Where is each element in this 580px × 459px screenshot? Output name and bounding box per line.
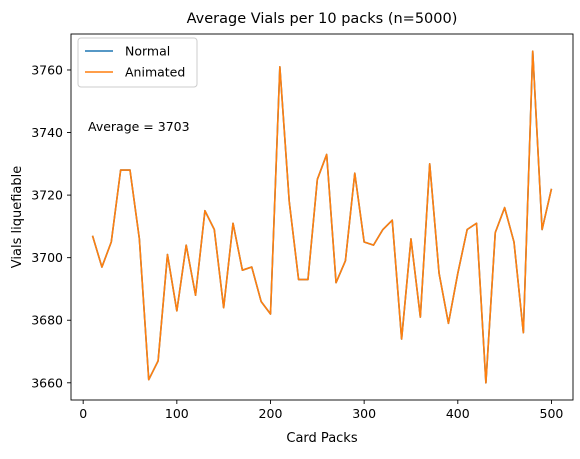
x-tick-label: 200 — [259, 406, 283, 421]
average-annotation: Average = 3703 — [88, 119, 190, 134]
plot-frame — [70, 33, 574, 401]
x-tick-label: 100 — [165, 406, 189, 421]
legend-label-normal: Normal — [125, 44, 170, 59]
x-tick-label: 500 — [540, 406, 564, 421]
y-tick-label: 3740 — [31, 125, 63, 140]
x-axis-label: Card Packs — [286, 431, 357, 446]
y-tick-label: 3760 — [31, 62, 63, 77]
chart-title: Average Vials per 10 packs (n=5000) — [187, 11, 458, 27]
y-axis-label: Vials liquefiable — [10, 166, 25, 268]
x-tick-label: 400 — [446, 406, 470, 421]
x-tick-label: 300 — [352, 406, 376, 421]
legend: Normal Animated — [77, 37, 198, 88]
y-tick-label: 3700 — [31, 250, 63, 265]
series-line-animated — [91, 50, 553, 384]
y-tick-label: 3660 — [31, 375, 63, 390]
x-tick-label: 0 — [79, 406, 87, 421]
series-layer — [91, 50, 553, 384]
legend-label-animated: Animated — [125, 65, 185, 80]
legend-entries: Normal Animated — [85, 44, 185, 80]
axis-layer: 0 100 200 300 400 500 3660 3680 3700 3720 3740 3760 — [31, 62, 563, 421]
y-tick-label: 3680 — [31, 313, 63, 328]
y-tick-label: 3720 — [31, 188, 63, 203]
